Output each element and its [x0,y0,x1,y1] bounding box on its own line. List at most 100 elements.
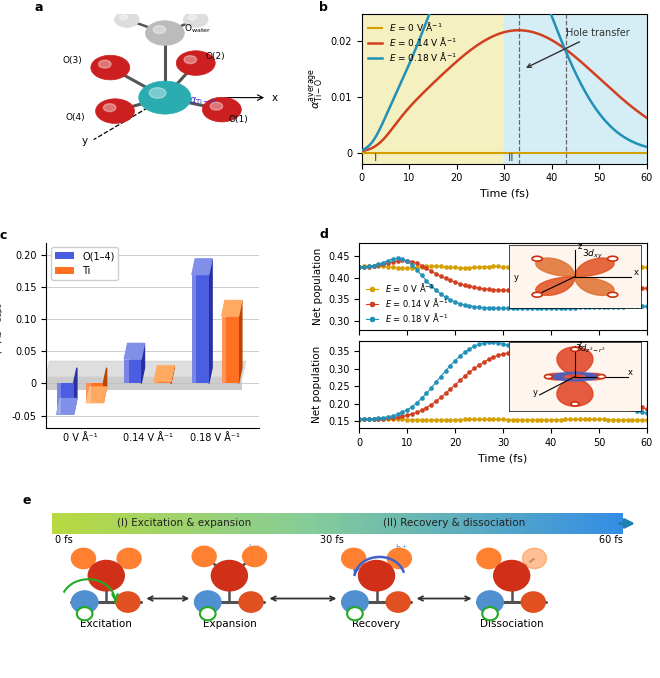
Bar [575,513,578,534]
Bar [335,513,337,534]
Bar [146,513,149,534]
Bar [283,513,286,534]
Bar [367,513,370,534]
Bar [480,513,482,534]
Legend: O(1–4), Ti: O(1–4), Ti [51,247,118,280]
Bar [90,513,93,534]
Bar [62,513,64,534]
Circle shape [153,26,166,34]
Bar [564,513,566,534]
Circle shape [149,87,166,98]
Bar [606,513,608,534]
Bar [596,513,599,534]
Bar [108,513,110,534]
Bar [414,513,417,534]
Text: y: y [82,136,88,146]
Text: $e^-$: $e^-$ [349,609,361,618]
Bar [568,513,570,534]
Bar [79,513,81,534]
Bar [583,513,585,534]
Bar [352,513,354,534]
Text: a: a [34,1,43,14]
Bar [304,513,307,534]
Bar [287,513,290,534]
Y-axis label: Net population: Net population [312,346,322,423]
Bar [386,513,389,534]
Bar [94,513,97,534]
Bar [133,513,135,534]
Bar [394,513,396,534]
Bar [314,513,316,534]
Bar [86,513,89,534]
Circle shape [88,561,124,591]
Bar [379,513,381,534]
Bar [506,513,509,534]
Circle shape [358,561,395,591]
Bar [396,513,398,534]
Circle shape [184,56,197,64]
Bar [54,513,57,534]
Text: $e^-$: $e^-$ [79,609,90,618]
Text: $e^-$: $e^-$ [202,609,214,618]
Bar [167,513,169,534]
Bar [546,513,549,534]
Circle shape [342,549,366,569]
Bar [168,513,171,534]
Bar [180,513,183,534]
Text: Ti: Ti [163,95,172,104]
Circle shape [523,549,546,569]
Circle shape [494,561,530,591]
Bar [361,513,364,534]
Bar [232,513,234,534]
Bar [256,513,259,534]
Bar [465,513,467,534]
Bar [255,513,257,534]
Bar [455,513,457,534]
Bar [315,513,318,534]
Bar [392,513,395,534]
Bar [594,513,597,534]
Bar [88,513,91,534]
Bar [277,513,280,534]
$E$ = 0.14 V Å$^{-1}$ [514,26,522,35]
Text: 30 fs: 30 fs [319,535,343,544]
Bar [258,513,261,534]
Bar [151,513,154,534]
Circle shape [342,591,368,613]
Bar [440,513,442,534]
Circle shape [116,592,140,612]
Polygon shape [124,344,145,359]
Bar [418,513,421,534]
Bar [192,275,209,384]
Bar [165,513,167,534]
Bar [525,513,528,534]
Bar [543,513,545,534]
Bar [209,513,211,534]
Bar [384,513,387,534]
Bar [499,513,501,534]
Bar [262,513,265,534]
Bar [451,513,453,534]
Bar [504,513,507,534]
Text: O(4): O(4) [65,113,85,122]
Bar [142,513,145,534]
Legend: $E$ = 0 V Å$^{-1}$, $E$ = 0.14 V Å$^{-1}$, $E$ = 0.18 V Å$^{-1}$: $E$ = 0 V Å$^{-1}$, $E$ = 0.14 V Å$^{-1}… [364,279,451,326]
Bar [153,513,156,534]
Bar [67,513,70,534]
Circle shape [71,591,98,613]
Bar [82,513,85,534]
Text: d: d [319,228,328,241]
Bar [560,513,562,534]
Bar [472,513,475,534]
Bar [291,513,293,534]
Bar [461,513,463,534]
Bar [356,513,358,534]
Polygon shape [141,344,145,384]
$E$ = 0 V Å$^{-1}$ [431,148,439,157]
$E$ = 0 V Å$^{-1}$ [358,148,366,157]
Bar [590,513,593,534]
Text: $\alpha_\mathrm{Ti-O}$: $\alpha_\mathrm{Ti-O}$ [189,96,216,107]
Bar [46,377,242,390]
Bar [592,513,595,534]
Bar [420,513,423,534]
